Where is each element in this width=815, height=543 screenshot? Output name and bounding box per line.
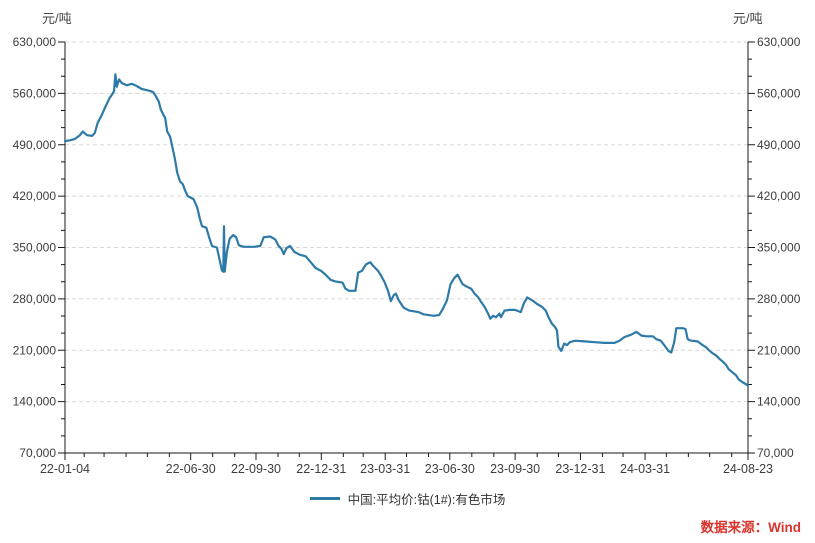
y-axis-label-left: 490,000 (13, 138, 57, 152)
y-axis-label-left: 70,000 (19, 446, 56, 460)
y-axis-label-right: 140,000 (757, 395, 801, 409)
y-axis-label-right: 490,000 (757, 138, 801, 152)
y-axis-label-right: 420,000 (757, 189, 801, 203)
y-axis-label-left: 280,000 (13, 292, 57, 306)
y-axis-label-left: 630,000 (13, 35, 57, 49)
y-axis-label-left: 420,000 (13, 189, 57, 203)
data-source-note: 数据来源：Wind (700, 520, 801, 535)
x-axis-label: 22-01-04 (40, 462, 90, 476)
x-axis-label: 22-06-30 (166, 462, 216, 476)
y-axis-label-left: 560,000 (13, 86, 57, 100)
y-axis-label-left: 210,000 (13, 343, 57, 357)
y-axis-label-right: 560,000 (757, 86, 801, 100)
x-axis-label: 23-09-30 (490, 462, 540, 476)
legend-line-marker (309, 497, 340, 500)
y-axis-label-right: 70,000 (757, 446, 794, 460)
legend-label: 中国:平均价:钴(1#):有色市场 (347, 493, 506, 507)
x-axis-label: 22-12-31 (296, 462, 346, 476)
y-axis-label-right: 280,000 (757, 292, 801, 306)
x-axis-label: 24-08-23 (723, 462, 773, 476)
x-axis-label: 24-03-31 (620, 462, 670, 476)
price-line-series (63, 73, 750, 387)
y-axis-label-right: 630,000 (757, 35, 801, 49)
y-axis-label-right: 350,000 (757, 241, 801, 255)
x-axis-label: 22-09-30 (231, 462, 281, 476)
y-axis-label-left: 140,000 (13, 395, 57, 409)
chart-legend: 中国:平均价:钴(1#):有色市场 (0, 489, 815, 508)
y-axis-unit-right: 元/吨 (733, 11, 763, 26)
y-axis-label-left: 350,000 (13, 241, 57, 255)
x-axis-label: 23-03-31 (360, 462, 410, 476)
y-axis-label-right: 210,000 (757, 343, 801, 357)
x-axis-label: 23-12-31 (555, 462, 605, 476)
x-axis-label: 23-06-30 (425, 462, 475, 476)
y-axis-unit-left: 元/吨 (42, 11, 72, 26)
